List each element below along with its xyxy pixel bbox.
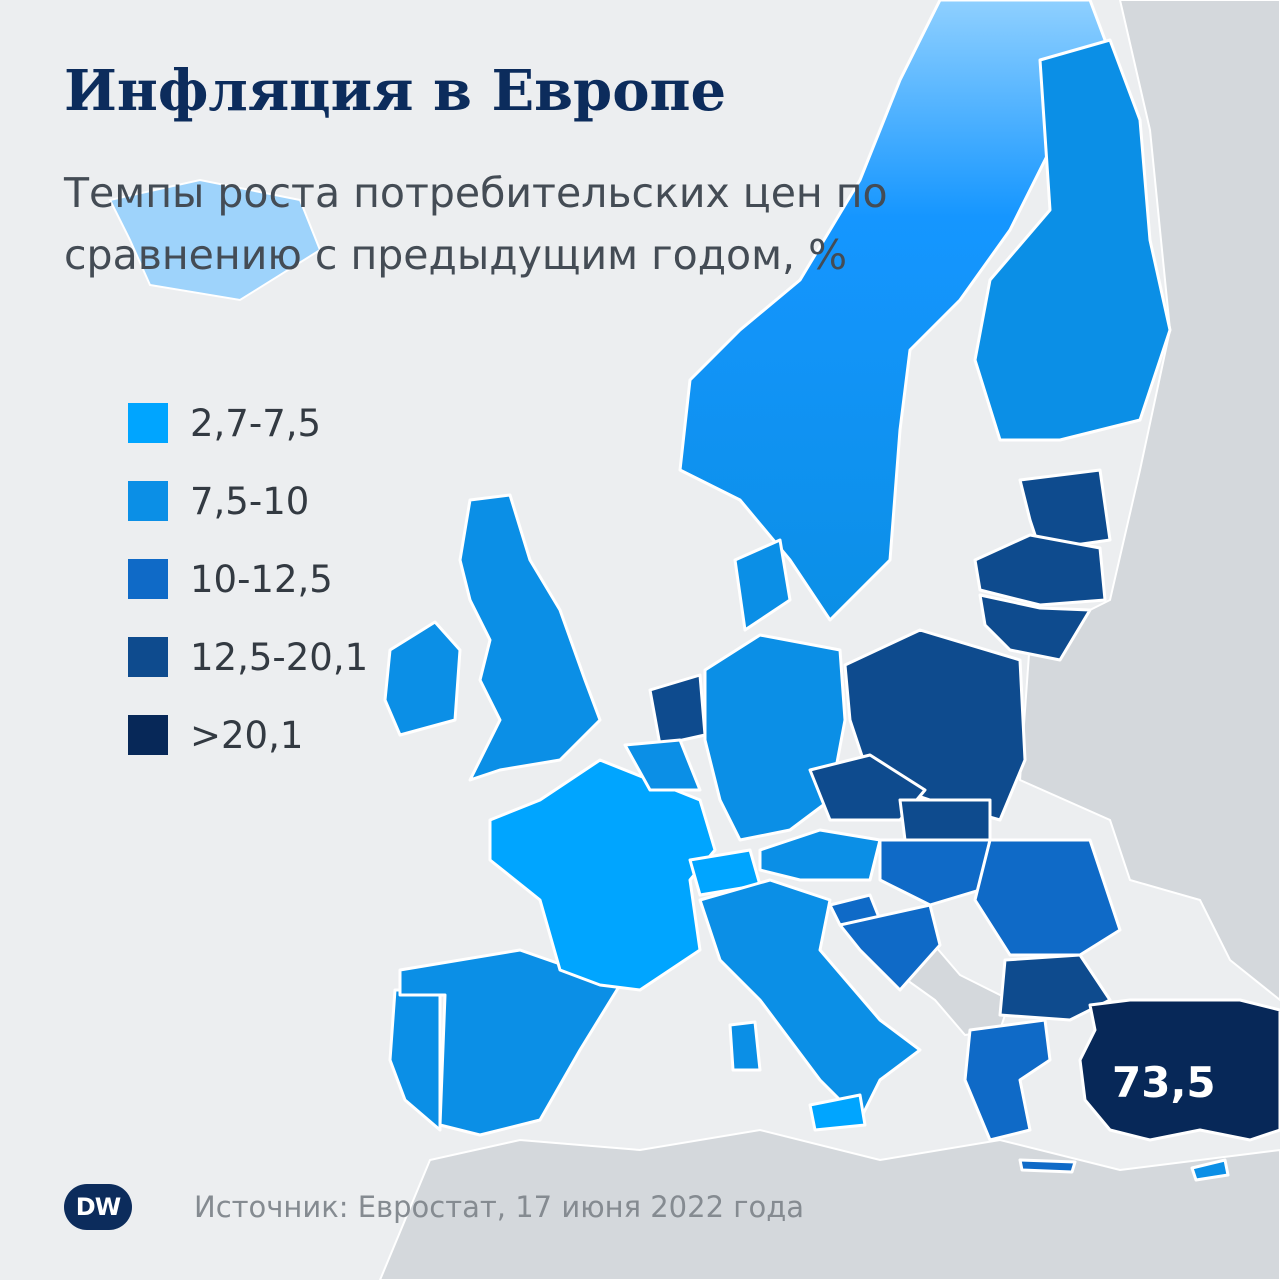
legend-label: 12,5-20,1 bbox=[190, 635, 369, 679]
legend-item: 10-12,5 bbox=[128, 540, 368, 618]
country-italy bbox=[698, 878, 922, 1122]
legend-swatch bbox=[128, 403, 168, 443]
country-finland bbox=[973, 38, 1172, 442]
legend-swatch bbox=[128, 637, 168, 677]
country-netherlands bbox=[648, 673, 707, 747]
legend-item: 7,5-10 bbox=[128, 462, 368, 540]
legend: 2,7-7,5 7,5-10 10-12,5 12,5-20,1 >20,1 bbox=[128, 384, 368, 774]
country-austria bbox=[758, 828, 882, 882]
country-crete bbox=[1018, 1158, 1077, 1174]
country-uk bbox=[458, 493, 602, 782]
page-title: Инфляция в Европе bbox=[64, 58, 727, 124]
legend-swatch bbox=[128, 715, 168, 755]
country-croatia bbox=[838, 903, 942, 992]
legend-label: >20,1 bbox=[190, 713, 304, 757]
page-subtitle: Темпы роста потребительских цен по сравн… bbox=[64, 169, 888, 279]
country-france bbox=[488, 758, 717, 992]
land-east bbox=[1018, 0, 1280, 1002]
legend-swatch bbox=[128, 559, 168, 599]
country-belgium bbox=[623, 738, 702, 792]
country-romania bbox=[973, 838, 1122, 957]
country-sicily bbox=[808, 1093, 867, 1132]
country-hungary bbox=[878, 838, 992, 907]
country-portugal bbox=[388, 988, 442, 1132]
land-iceland bbox=[108, 178, 322, 302]
dw-logo: DW bbox=[64, 1184, 132, 1230]
country-sardinia bbox=[728, 1020, 762, 1072]
country-denmark bbox=[733, 538, 792, 632]
legend-item: 2,7-7,5 bbox=[128, 384, 368, 462]
country-turkey bbox=[1078, 998, 1280, 1142]
country-greece bbox=[963, 1018, 1052, 1142]
country-latvia bbox=[973, 533, 1107, 607]
country-slovakia bbox=[898, 798, 992, 842]
country-germany bbox=[703, 633, 847, 842]
legend-swatch bbox=[128, 481, 168, 521]
country-ireland bbox=[383, 620, 462, 737]
country-lithuania bbox=[978, 593, 1092, 662]
legend-item: >20,1 bbox=[128, 696, 368, 774]
legend-label: 2,7-7,5 bbox=[190, 401, 322, 445]
legend-label: 7,5-10 bbox=[190, 479, 310, 523]
source-text: Источник: Евростат, 17 июня 2022 года bbox=[194, 1190, 805, 1224]
footer: DW Источник: Евростат, 17 июня 2022 года bbox=[64, 1184, 804, 1230]
turkey-value-label: 73,5 bbox=[1112, 1058, 1216, 1107]
legend-item: 12,5-20,1 bbox=[128, 618, 368, 696]
legend-label: 10-12,5 bbox=[190, 557, 333, 601]
country-cyprus bbox=[1190, 1158, 1230, 1182]
